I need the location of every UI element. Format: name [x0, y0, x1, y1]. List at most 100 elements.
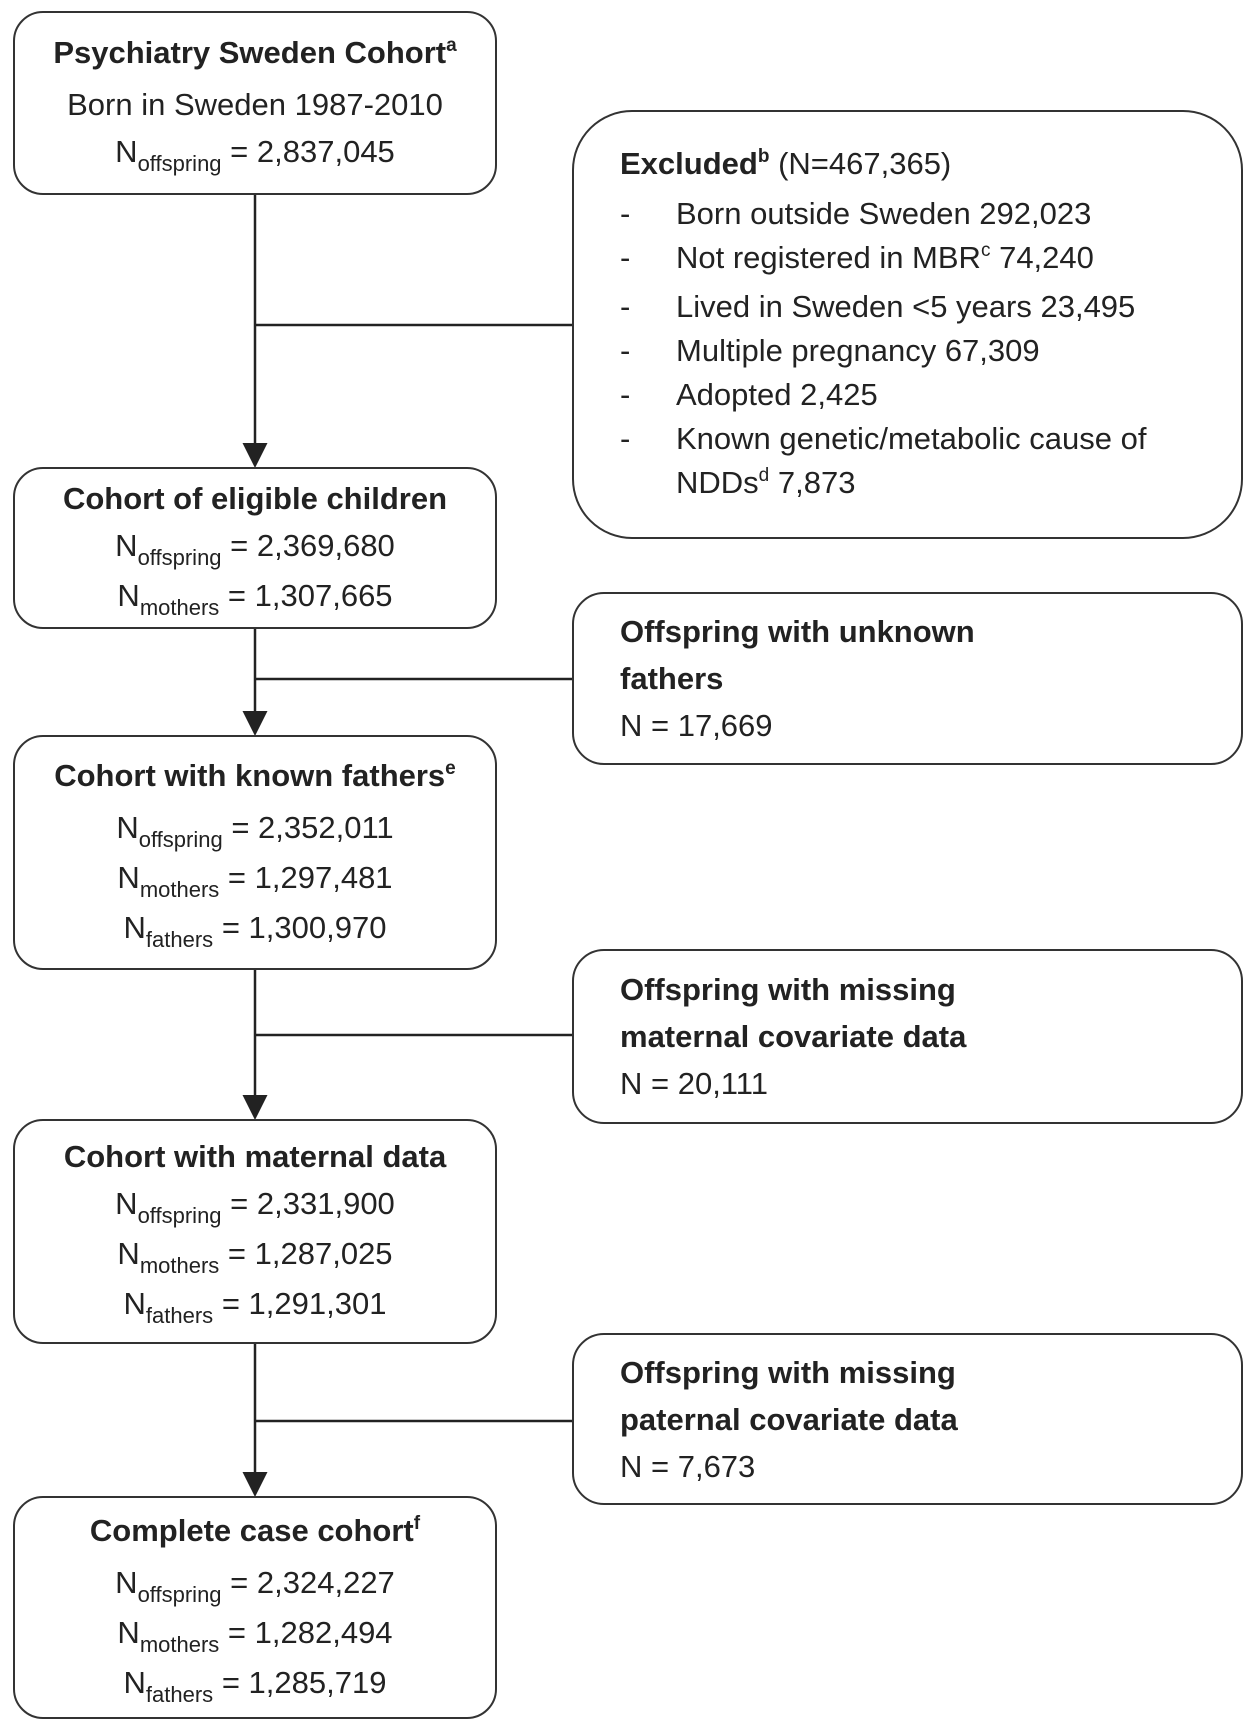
- title-text: Complete case cohort: [89, 1512, 414, 1548]
- n-subscript: mothers: [139, 1253, 220, 1278]
- title-text: Offspring with unknown: [620, 614, 975, 649]
- line-text: Born in Sweden 1987-2010: [67, 86, 443, 122]
- box-title: Offspring with missing: [620, 966, 1231, 1013]
- exclusion-item: - Born outside Sweden 292,023: [620, 192, 1231, 236]
- exclusion-item: - Adopted 2,425: [620, 373, 1231, 417]
- cohort-box: Complete case cohortf Noffspring = 2,324,…: [13, 1496, 497, 1719]
- item-text: Adopted 2,425: [676, 373, 1231, 417]
- item-label: Known genetic/metabolic cause of NDDs: [676, 420, 1147, 500]
- n-value: = 2,352,011: [231, 809, 394, 845]
- count-line: Noffspring = 2,837,045: [115, 128, 395, 178]
- box-title: Offspring with missing: [620, 1349, 1231, 1396]
- cohort-box: Cohort with maternal data Noffspring = 2,…: [13, 1119, 497, 1344]
- item-text: Lived in Sweden <5 years 23,495: [676, 285, 1231, 329]
- n-value: = 2,837,045: [230, 133, 395, 169]
- n-value: = 2,369,680: [230, 527, 395, 563]
- exclusion-item: - Multiple pregnancy 67,309: [620, 329, 1231, 373]
- footnote-marker: f: [413, 1512, 421, 1534]
- item-count: 7,873: [777, 464, 856, 500]
- box-title: fathers: [620, 655, 1231, 702]
- n-symbol: N: [123, 1286, 146, 1321]
- n-symbol: N: [115, 1564, 138, 1600]
- n-value: = 1,285,719: [221, 1664, 387, 1700]
- exclusion-box: Offspring with missing maternal covariate…: [572, 949, 1243, 1124]
- item-label: Adopted 2,425: [676, 376, 878, 412]
- exclusion-item: - Not registered in MBRc 74,240: [620, 236, 1231, 285]
- box-title: Complete case cohortf: [90, 1507, 420, 1559]
- exclusion-item: - Lived in Sweden <5 years 23,495: [620, 285, 1231, 329]
- n-value: = 2,324,227: [230, 1564, 395, 1600]
- n-symbol: N: [115, 1186, 138, 1221]
- count-line: Born in Sweden 1987-2010: [67, 81, 443, 128]
- n-subscript: offspring: [137, 150, 222, 176]
- n-symbol: N: [117, 1236, 140, 1271]
- n-symbol: N: [115, 527, 138, 563]
- n-symbol: N: [117, 577, 140, 613]
- n-subscript: offspring: [137, 1581, 222, 1607]
- exclusion-item: - Known genetic/metabolic cause of NDDsd …: [620, 417, 1231, 510]
- item-label: Not registered in MBR: [676, 239, 981, 275]
- title-text: Cohort of eligible children: [62, 480, 448, 516]
- footnote-marker: d: [758, 464, 770, 486]
- title-text: Cohort with maternal data: [63, 1139, 447, 1174]
- count-line: Nfathers = 1,300,970: [124, 904, 387, 954]
- title-text: paternal covariate data: [620, 1401, 958, 1437]
- n-subscript: offspring: [137, 1203, 222, 1228]
- bullet: -: [620, 195, 631, 231]
- box-title: Cohort of eligible children: [63, 475, 447, 522]
- n-subscript: fathers: [145, 1681, 214, 1707]
- bullet: -: [620, 288, 631, 324]
- bullet: -: [620, 420, 631, 456]
- box-title: Offspring with unknown: [620, 608, 1231, 655]
- n-subscript: mothers: [139, 876, 220, 902]
- exclusion-count: N = 20,111: [620, 1066, 768, 1101]
- bullet: -: [620, 376, 631, 412]
- title-count: (N=467,365): [778, 145, 952, 181]
- count-line: Nfathers = 1,285,719: [124, 1659, 387, 1709]
- exclusion-count: N = 17,669: [620, 708, 773, 743]
- count-line: Nmothers = 1,297,481: [117, 854, 392, 904]
- exclusion-box: Offspring with unknown fathers N = 17,669: [572, 592, 1243, 765]
- n-value: = 1,287,025: [227, 1236, 393, 1271]
- n-subscript: offspring: [137, 544, 222, 570]
- box-title: maternal covariate data: [620, 1013, 1231, 1060]
- count-line: Noffspring = 2,369,680: [115, 522, 395, 572]
- title-text: Excluded: [620, 145, 758, 181]
- title-text: Cohort with known fathers: [54, 757, 446, 793]
- n-subscript: mothers: [139, 594, 220, 620]
- n-value: = 1,291,301: [221, 1286, 387, 1321]
- n-value: = 1,282,494: [227, 1614, 393, 1650]
- n-value: = 2,331,900: [230, 1186, 395, 1221]
- cohort-box: Cohort of eligible children Noffspring = …: [13, 467, 497, 629]
- box-title: paternal covariate data: [620, 1396, 1231, 1443]
- title-text: Psychiatry Sweden Cohort: [53, 34, 447, 70]
- item-count: 74,240: [999, 239, 1094, 275]
- box-title: Psychiatry Sweden Cohorta: [53, 29, 456, 81]
- footnote-marker: c: [980, 239, 991, 261]
- n-subscript: fathers: [145, 926, 214, 952]
- item-text: Multiple pregnancy 67,309: [676, 329, 1231, 373]
- item-text: Not registered in MBRc 74,240: [676, 236, 1231, 285]
- n-symbol: N: [123, 1664, 146, 1700]
- title-text: Offspring with missing: [620, 1354, 956, 1390]
- cohort-box: Cohort with known fatherse Noffspring = 2…: [13, 735, 497, 970]
- count-line: Noffspring = 2,352,011: [116, 804, 393, 854]
- box-title: Cohort with known fatherse: [54, 752, 456, 804]
- box-title: Excludedb (N=467,365): [620, 140, 1231, 192]
- n-subscript: fathers: [145, 1303, 214, 1328]
- title-text: fathers: [620, 661, 724, 696]
- n-value: = 1,307,665: [227, 577, 393, 613]
- n-symbol: N: [123, 909, 146, 945]
- count-line: Noffspring = 2,331,900: [115, 1180, 395, 1230]
- n-symbol: N: [116, 809, 139, 845]
- exclusion-box: Offspring with missing paternal covariate…: [572, 1333, 1243, 1505]
- footnote-marker: e: [445, 757, 456, 779]
- exclusion-count: N = 7,673: [620, 1448, 756, 1484]
- count-line: Nfathers = 1,291,301: [124, 1280, 387, 1330]
- n-symbol: N: [117, 859, 140, 895]
- item-text: Born outside Sweden 292,023: [676, 192, 1231, 236]
- n-subscript: offspring: [138, 826, 223, 852]
- bullet: -: [620, 239, 631, 275]
- item-label: Born outside Sweden 292,023: [676, 195, 1092, 231]
